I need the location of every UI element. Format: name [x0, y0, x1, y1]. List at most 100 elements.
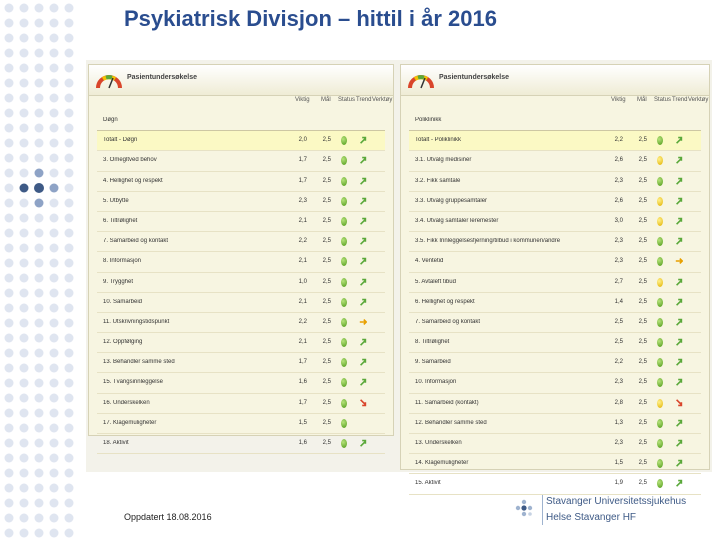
table-row[interactable]: 16. Underskelken 1,7 2,5: [97, 394, 385, 414]
col-header-viktig[interactable]: Viktig: [295, 97, 310, 103]
col-header-trend[interactable]: Trend: [356, 97, 372, 103]
row-mal-value: 2,5: [322, 379, 331, 386]
row-label: 10. Samarbeid: [103, 298, 143, 305]
table-row[interactable]: 8. Informasjon 2,1 2,5: [97, 252, 385, 273]
table-row[interactable]: 5. Utbytte 2,3 2,5: [97, 192, 385, 212]
right-table: Poliklinikk Totalt - Poliklinikk 2,2 2,5 3.1…: [409, 111, 701, 495]
row-label: 17. Klagemuligheter: [103, 419, 157, 426]
table-row[interactable]: 10. Informasjon 2,3 2,5: [409, 373, 701, 394]
table-row[interactable]: 12. Oppfølging 2,1 2,5: [97, 333, 385, 354]
table-row[interactable]: 13. Behandler samme sted 1,7 2,5: [97, 353, 385, 374]
table-row[interactable]: 3.1. Utvalg medisiner 2,6 2,5: [409, 151, 701, 172]
table-row[interactable]: Totalt - Poliklinikk 2,2 2,5: [409, 131, 701, 152]
gauge-icon: [408, 75, 434, 89]
col-header-viktig[interactable]: Viktig: [611, 97, 626, 103]
table-row[interactable]: 9. Samarbeid 2,2 2,5: [409, 353, 701, 374]
table-row[interactable]: 10. Samarbeid 2,1 2,5: [97, 293, 385, 313]
panel-header: Pasientundersøkelse: [89, 65, 393, 96]
row-label: Totalt - Poliklinikk: [415, 137, 462, 144]
row-mal-value: 2,5: [638, 177, 647, 184]
right-survey-panel: Pasientundersøkelse Viktig Mål Status Tr…: [400, 64, 710, 495]
row-label: 15. Tvangsinnleggelse: [103, 379, 163, 386]
row-viktig-value: 2,2: [298, 318, 307, 325]
table-row[interactable]: 7. Samarbeid og kontakt 2,5 2,5: [409, 313, 701, 334]
table-row[interactable]: 3.5. Fikk Innleggelsesfjerning/tilbud i …: [409, 232, 701, 253]
trend-up-icon: [360, 157, 367, 165]
table-row[interactable]: 6. Hellighet og respekt 1,4 2,5: [409, 293, 701, 313]
table-row[interactable]: 3.3. Utvalg gruppesamtaler 2,6 2,5: [409, 192, 701, 212]
row-mal-value: 2,5: [638, 399, 647, 406]
panel-header: Pasientundersøkelse: [401, 65, 709, 96]
row-label: 3. Omegltved behov: [103, 157, 157, 164]
col-header-mal[interactable]: Mål: [321, 97, 331, 103]
table-row[interactable]: 9. Trygghet 1,0 2,5: [97, 273, 385, 293]
table-row[interactable]: Totalt - Døgn 2,0 2,5: [97, 131, 385, 152]
table-row[interactable]: 15. Tvangsinnleggelse 1,6 2,5: [97, 373, 385, 394]
row-label: 13. Behandler samme sted: [103, 359, 175, 366]
col-header-trend[interactable]: Trend: [672, 97, 688, 103]
status-green-icon: [657, 439, 663, 448]
panel-title: Pasientundersøkelse: [127, 74, 198, 81]
row-viktig-value: 1,0: [298, 278, 307, 285]
gauge-icon: [96, 75, 122, 89]
row-mal-value: 2,5: [638, 137, 647, 144]
trend-up-icon: [360, 379, 367, 387]
table-row[interactable]: 15. Aktivit 1,9 2,5: [409, 474, 701, 495]
status-green-icon: [657, 317, 663, 327]
row-viktig-value: 1,5: [298, 419, 307, 426]
table-row[interactable]: 4. Hellighet og respekt 1,7 2,5: [97, 172, 385, 192]
table-row[interactable]: 6. Tiltrølighet 2,1 2,5: [97, 212, 385, 233]
row-label: 15. Aktivit: [415, 480, 441, 487]
col-header-verktoy[interactable]: Verktøy: [372, 97, 393, 103]
trend-up-icon: [360, 258, 367, 266]
row-mal-value: 2,5: [322, 298, 331, 305]
row-viktig-value: 2,3: [614, 238, 623, 245]
row-label: 14. Klagemuligheter: [415, 460, 469, 467]
logo-divider: [542, 495, 543, 525]
table-row[interactable]: 3.4. Utvalg samtaler leremester 3,0 2,5: [409, 212, 701, 233]
table-row[interactable]: 3.2. Fikk samtale 2,3 2,5: [409, 172, 701, 192]
row-mal-value: 2,5: [322, 258, 331, 265]
trend-up-icon: [676, 379, 683, 387]
col-header-status[interactable]: Status: [654, 97, 672, 103]
row-viktig-value: 2,0: [298, 137, 307, 144]
col-header-verktoy[interactable]: Verktøy: [688, 97, 709, 103]
table-group-row[interactable]: Poliklinikk: [409, 111, 701, 132]
col-header-status[interactable]: Status: [338, 97, 356, 103]
row-viktig-value: 2,6: [614, 157, 623, 164]
table-group-row[interactable]: Døgn: [97, 111, 385, 132]
table-row[interactable]: 7. Samarbeid og kontakt 2,2 2,5: [97, 232, 385, 253]
trend-up-icon: [676, 480, 683, 488]
row-viktig-value: 1,7: [298, 399, 307, 406]
row-label: 6. Tiltrølighet: [103, 217, 138, 224]
table-row[interactable]: 12. Behandler samme sted 1,3 2,5: [409, 414, 701, 434]
table-row[interactable]: 14. Klagemuligheter 1,5 2,5: [409, 454, 701, 475]
row-viktig-value: 1,3: [614, 419, 623, 426]
table-row[interactable]: 13. Underskelken 2,3 2,5: [409, 434, 701, 455]
table-row[interactable]: 4. Ventetid 2,3 2,5: [409, 252, 701, 273]
table-row[interactable]: 17. Klagemuligheter 1,5 2,5: [97, 414, 385, 434]
table-row[interactable]: 11. Samarbeid (kontakt) 2,8 2,5: [409, 394, 701, 414]
row-viktig-value: 2,3: [614, 440, 623, 446]
row-label: 13. Underskelken: [415, 440, 462, 446]
table-row[interactable]: 18. Aktivit 1,6 2,5: [97, 434, 385, 455]
left-table: Døgn Totalt - Døgn 2,0 2,5 3. Omegltved beho…: [97, 111, 385, 455]
row-viktig-value: 1,7: [298, 359, 307, 366]
table-row[interactable]: 3. Omegltved behov 1,7 2,5: [97, 151, 385, 172]
row-viktig-value: 2,7: [614, 278, 623, 285]
table-row[interactable]: 11. Utskrivningstidspunkt 2,2 2,5: [97, 313, 385, 334]
row-label: 7. Samarbeid og kontakt: [103, 238, 169, 245]
row-mal-value: 2,5: [638, 278, 647, 285]
status-green-icon: [657, 479, 663, 489]
row-label: 3.2. Fikk samtale: [415, 177, 461, 184]
row-mal-value: 2,5: [638, 258, 647, 265]
trend-up-icon: [676, 419, 683, 427]
table-row[interactable]: 5. Avtaleft tibud 2,7 2,5: [409, 273, 701, 293]
table-row[interactable]: 8. Tiltrølighet 2,5 2,5: [409, 333, 701, 354]
row-mal-value: 2,5: [322, 238, 331, 245]
row-mal-value: 2,5: [638, 419, 647, 426]
logo-line-1: Stavanger Universitetssjukehus: [546, 496, 687, 507]
status-yellow-icon: [657, 196, 663, 206]
col-header-mal[interactable]: Mål: [637, 97, 647, 103]
row-mal-value: 2,5: [322, 217, 331, 224]
